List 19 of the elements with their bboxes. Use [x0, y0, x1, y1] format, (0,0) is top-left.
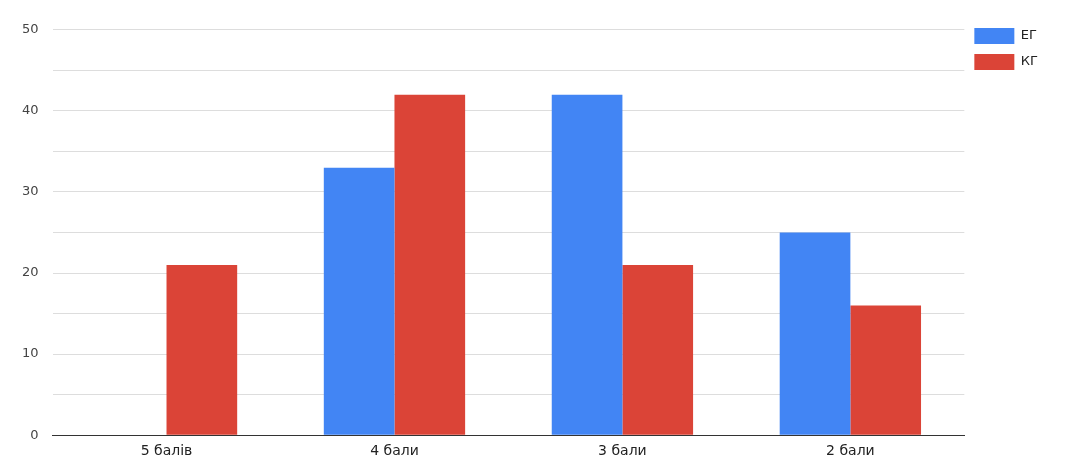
y-tick-label: 30 — [22, 183, 39, 199]
y-tick-label: 0 — [30, 426, 39, 442]
y-tick-label: 20 — [22, 264, 39, 280]
x-tick-label: 5 балів — [140, 442, 193, 459]
bar — [323, 167, 395, 435]
bar — [779, 232, 851, 435]
bar — [551, 94, 623, 435]
legend-label: КГ — [1020, 53, 1039, 69]
y-tick-label: 40 — [22, 102, 39, 118]
bar — [166, 264, 238, 435]
bar — [394, 94, 466, 435]
y-tick-label: 50 — [22, 21, 39, 37]
bar — [622, 264, 694, 435]
bar — [850, 305, 922, 435]
x-tick-label: 2 бали — [826, 442, 875, 459]
x-tick-label: 4 бали — [370, 442, 419, 459]
x-tick-label: 3 бали — [598, 442, 647, 459]
y-tick-label: 10 — [22, 345, 39, 361]
legend-label: ЕГ — [1020, 27, 1038, 43]
